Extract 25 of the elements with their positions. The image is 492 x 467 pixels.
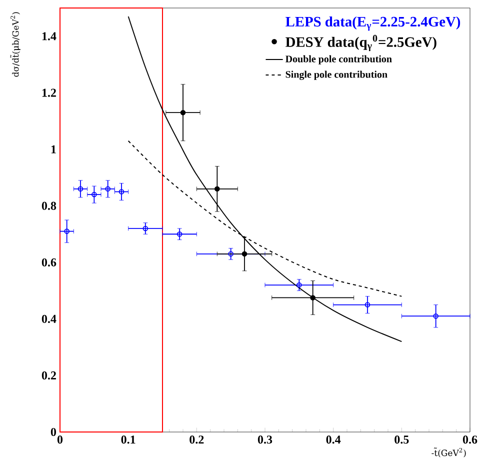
y-tick-label: 0.2 [42,371,56,380]
y-tick-label: 0.6 [42,258,56,266]
x-tick-label: 0 [57,436,63,444]
y-tick-label: 0.4 [42,314,56,324]
x-tick-label: 0.3 [258,436,272,444]
y-tick-label: 1.2 [42,88,56,97]
point [310,295,316,300]
point [242,251,248,257]
x-tick-label: 0.6 [462,436,478,444]
x-tick-label: 0.5 [394,436,409,444]
y-tick-label: 1.4 [42,32,56,40]
y-tick-label: 0 [50,428,56,436]
x-axis-title: -t̃(GeV$^{2}$) [432,448,466,458]
legend-label: Single pole contribution [286,70,388,80]
y-tick-label: 0.8 [42,202,56,210]
legend-label: Double pole contribution [285,55,392,64]
point [180,110,186,116]
y-axis-title: dσ/dt̃(μb/GeV$^{2}$) [10,12,20,77]
x-tick-label: 0.4 [326,436,341,444]
legend-label: DESY data(q$_{γ}$$^{0}$=2.5GeV) [286,34,436,52]
x-tick-label: 0.2 [190,436,204,444]
point [214,186,220,192]
text: LEPS data(E$_{γ}$=2.25-2.4GeV) [286,16,460,31]
y-tick-label: 1 [51,145,56,154]
x-tick-label: 0.1 [121,436,136,444]
